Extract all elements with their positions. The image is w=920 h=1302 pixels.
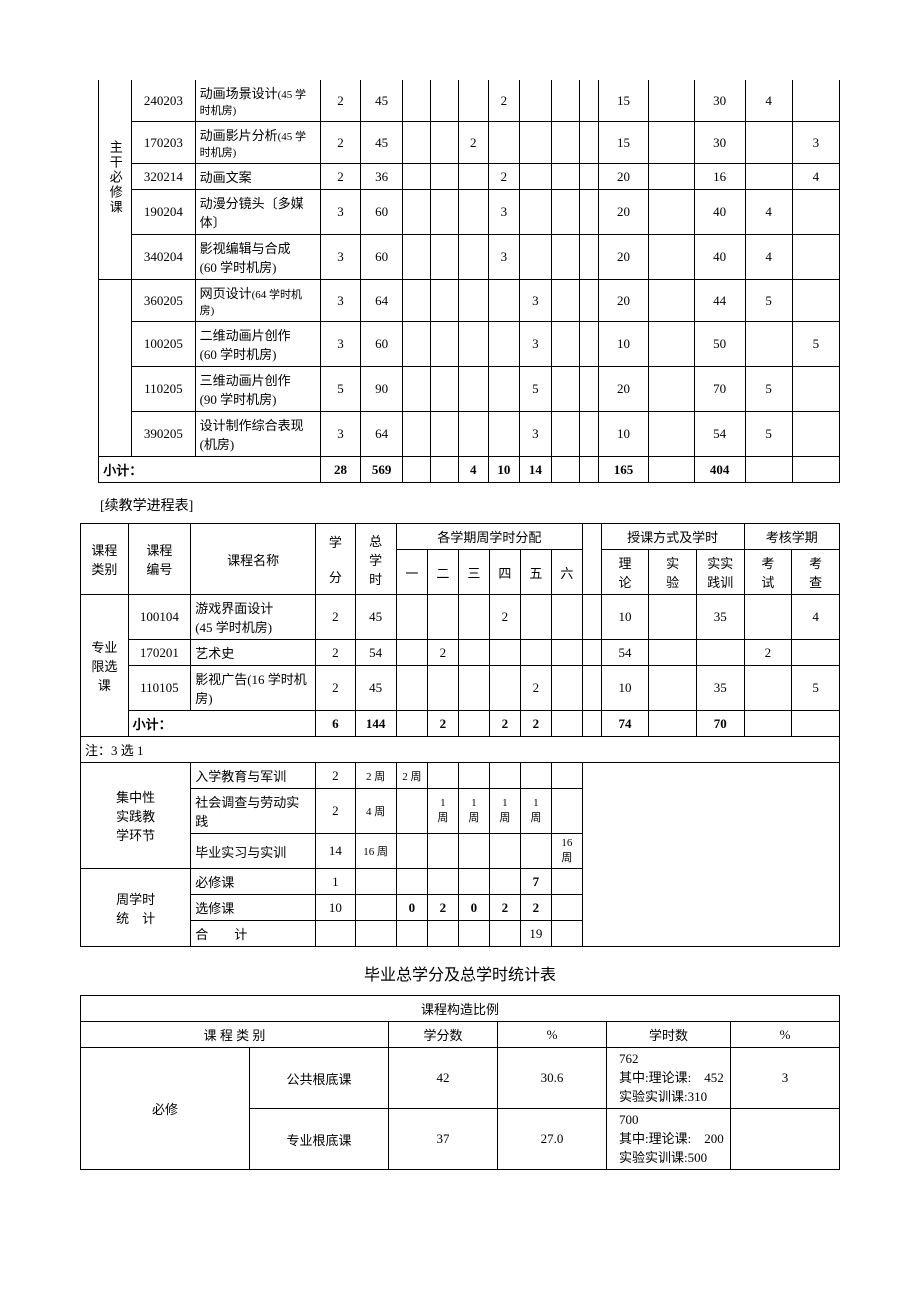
required-label: 必修 — [81, 1048, 250, 1170]
col-name: 课程名称 — [191, 524, 316, 595]
subtotal-label: 小计： — [99, 457, 321, 483]
course-code: 340204 — [132, 235, 195, 280]
course-name: 艺术史 — [191, 640, 316, 666]
note-text: 注：3 选 1 — [81, 737, 840, 763]
course-name: 动漫分镜头〔多媒体〕 — [195, 190, 320, 235]
course-name: 设计制作综合表现(机房) — [195, 412, 320, 457]
col-hours: 学时数 — [607, 1022, 731, 1048]
table-row: 周学时统 计必修课17 — [81, 869, 840, 895]
col-credit: 学分数 — [389, 1022, 498, 1048]
table-row: 主干必修课240203动画场景设计(45 学时机房)245215304 — [80, 80, 840, 122]
table-continuation: 课程类别课程编号课程名称学分总学时各学期周学时分配授课方式及学时考核学期一二三四… — [80, 523, 840, 947]
table-row: 110205三维动画片创作(90 学时机房)590520705 — [80, 367, 840, 412]
practice-name: 毕业实习与实训 — [191, 834, 316, 869]
table-row: 合 计19 — [81, 921, 840, 947]
table-row: 选修课1002022 — [81, 895, 840, 921]
category-elective: 专业限选课 — [81, 595, 129, 737]
stub-col — [80, 80, 99, 483]
table-summary: 课程构造比例课 程 类 别学分数%学时数%必修公共根底课4230.6762其中:… — [80, 995, 840, 1170]
course-name: 游戏界面设计(45 学时机房) — [191, 595, 316, 640]
table-row: 100205二维动画片创作(60 学时机房)360310505 — [80, 322, 840, 367]
category-cell: 主干必修课 — [99, 80, 132, 280]
table-main-courses: 主干必修课240203动画场景设计(45 学时机房)24521530417020… — [80, 80, 840, 483]
weekstat-name: 选修课 — [191, 895, 316, 921]
hours-detail: 762其中:理论课: 452实验实训课:310 — [607, 1048, 731, 1109]
col-pct1: % — [498, 1022, 607, 1048]
course-code: 390205 — [132, 412, 195, 457]
hours-detail: 700其中:理论课: 200实验实训课:500 — [607, 1109, 731, 1170]
ratio-title: 课程构造比例 — [81, 996, 840, 1022]
table-row: 340204影视编辑与合成(60 学时机房)360320404 — [80, 235, 840, 280]
table-row: 必修公共根底课4230.6762其中:理论课: 452实验实训课:3103 — [81, 1048, 840, 1109]
table-row: 320214动画文案236220164 — [80, 164, 840, 190]
header-row: 课程类别课程编号课程名称学分总学时各学期周学时分配授课方式及学时考核学期 — [81, 524, 840, 550]
sub-category: 专业根底课 — [250, 1109, 389, 1170]
course-code: 360205 — [132, 280, 195, 322]
table-row: 390205设计制作综合表现(机房)364310545 — [80, 412, 840, 457]
table-row: 集中性实践教学环节入学教育与军训22 周2 周 — [81, 763, 840, 789]
table-row: 毕业实习与实训1416 周16周 — [81, 834, 840, 869]
table-row: 社会调查与劳动实践24 周1周1周1周1周 — [81, 789, 840, 834]
course-name: 影视广告(16 学时机房) — [191, 666, 316, 711]
table-row: 360205网页设计(64 学时机房)364320445 — [80, 280, 840, 322]
category-practice: 集中性实践教学环节 — [81, 763, 191, 869]
col-hours: 总学时 — [355, 524, 396, 595]
course-code: 170203 — [132, 122, 195, 164]
course-code: 100205 — [132, 322, 195, 367]
sub-category: 公共根底课 — [250, 1048, 389, 1109]
col-pct2: % — [731, 1022, 840, 1048]
subtotal-row: 小计：61442227470 — [81, 711, 840, 737]
weekstat-name: 合 计 — [191, 921, 316, 947]
practice-name: 入学教育与军训 — [191, 763, 316, 789]
course-name: 三维动画片创作(90 学时机房) — [195, 367, 320, 412]
table-row: 170201艺术史2542542 — [81, 640, 840, 666]
subtotal-row: 小计：2856941014165404 — [80, 457, 840, 483]
course-code: 110105 — [128, 666, 191, 711]
col-method: 授课方式及学时 — [601, 524, 744, 550]
course-code: 240203 — [132, 80, 195, 122]
course-name: 二维动画片创作(60 学时机房) — [195, 322, 320, 367]
course-code: 190204 — [132, 190, 195, 235]
course-name: 动画影片分析(45 学时机房) — [195, 122, 320, 164]
weekstat-name: 必修课 — [191, 869, 316, 895]
col-per-semester: 各学期周学时分配 — [396, 524, 582, 550]
course-name: 影视编辑与合成(60 学时机房) — [195, 235, 320, 280]
col-assess: 考核学期 — [744, 524, 839, 550]
category-weekstat: 周学时统 计 — [81, 869, 191, 947]
col-category: 课程类别 — [81, 524, 129, 595]
col-credit: 学分 — [316, 524, 355, 595]
course-name: 动画场景设计(45 学时机房) — [195, 80, 320, 122]
subtotal-label: 小计： — [128, 711, 316, 737]
header-row: 课程构造比例 — [81, 996, 840, 1022]
table-row: 190204动漫分镜头〔多媒体〕360320404 — [80, 190, 840, 235]
course-name: 网页设计(64 学时机房) — [195, 280, 320, 322]
col-category: 课 程 类 别 — [81, 1022, 389, 1048]
course-code: 320214 — [132, 164, 195, 190]
practice-name: 社会调查与劳动实践 — [191, 789, 316, 834]
summary-title: 毕业总学分及总学时统计表 — [80, 961, 840, 985]
header-row: 课 程 类 别学分数%学时数% — [81, 1022, 840, 1048]
course-code: 110205 — [132, 367, 195, 412]
course-code: 170201 — [128, 640, 191, 666]
course-name: 动画文案 — [195, 164, 320, 190]
note-row: 注：3 选 1 — [81, 737, 840, 763]
col-code: 课程编号 — [128, 524, 191, 595]
continuation-title: [续教学进程表] — [100, 495, 840, 515]
table-row: 专业限选课100104游戏界面设计(45 学时机房)245210354 — [81, 595, 840, 640]
table-row: 170203动画影片分析(45 学时机房)245215303 — [80, 122, 840, 164]
table-row: 110105影视广告(16 学时机房)245210355 — [81, 666, 840, 711]
course-code: 100104 — [128, 595, 191, 640]
